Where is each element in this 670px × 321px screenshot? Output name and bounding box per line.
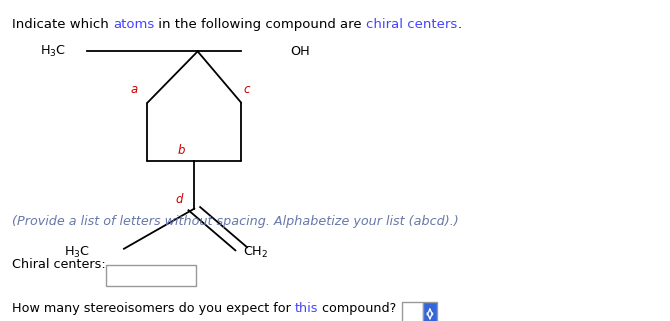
Bar (423, 302, 437, 321)
Text: (Provide a list of letters without spacing. Alphabetize your list (abcd).): (Provide a list of letters without spaci… (12, 215, 459, 228)
Bar (402, 302, 423, 321)
Text: compound?: compound? (318, 302, 397, 315)
Text: OH: OH (290, 45, 310, 58)
Text: chiral centers: chiral centers (366, 18, 458, 30)
Text: this: this (295, 302, 318, 315)
Text: H$_3$C: H$_3$C (64, 244, 90, 260)
Text: H$_3$C: H$_3$C (40, 44, 66, 59)
Text: .: . (458, 18, 462, 30)
Text: in the following compound: in the following compound (154, 18, 340, 30)
Text: CH$_2$: CH$_2$ (243, 244, 268, 260)
Text: c: c (243, 83, 250, 96)
Text: Chiral centers:: Chiral centers: (12, 258, 106, 271)
Text: Indicate which: Indicate which (12, 18, 113, 30)
Text: How many stereoisomers do you expect for: How many stereoisomers do you expect for (12, 302, 295, 315)
Text: d: d (176, 193, 183, 206)
Text: a: a (131, 83, 138, 96)
Bar (106, 265, 196, 286)
Text: are: are (340, 18, 366, 30)
Text: b: b (178, 144, 185, 157)
Text: atoms: atoms (113, 18, 154, 30)
